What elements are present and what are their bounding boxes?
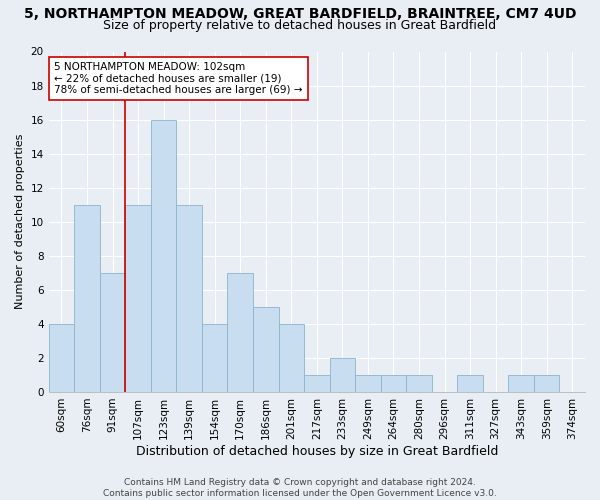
Bar	[125, 204, 151, 392]
Bar	[457, 375, 483, 392]
Bar	[74, 204, 100, 392]
Text: 5, NORTHAMPTON MEADOW, GREAT BARDFIELD, BRAINTREE, CM7 4UD: 5, NORTHAMPTON MEADOW, GREAT BARDFIELD, …	[24, 8, 576, 22]
Bar	[202, 324, 227, 392]
Bar	[534, 375, 559, 392]
Y-axis label: Number of detached properties: Number of detached properties	[15, 134, 25, 310]
Bar	[355, 375, 380, 392]
Bar	[151, 120, 176, 392]
Bar	[278, 324, 304, 392]
Bar	[227, 273, 253, 392]
X-axis label: Distribution of detached houses by size in Great Bardfield: Distribution of detached houses by size …	[136, 444, 498, 458]
Text: Contains HM Land Registry data © Crown copyright and database right 2024.
Contai: Contains HM Land Registry data © Crown c…	[103, 478, 497, 498]
Bar	[304, 375, 329, 392]
Bar	[329, 358, 355, 392]
Bar	[406, 375, 432, 392]
Bar	[176, 204, 202, 392]
Bar	[49, 324, 74, 392]
Bar	[253, 307, 278, 392]
Bar	[380, 375, 406, 392]
Text: Size of property relative to detached houses in Great Bardfield: Size of property relative to detached ho…	[103, 19, 497, 32]
Bar	[100, 273, 125, 392]
Bar	[508, 375, 534, 392]
Text: 5 NORTHAMPTON MEADOW: 102sqm
← 22% of detached houses are smaller (19)
78% of se: 5 NORTHAMPTON MEADOW: 102sqm ← 22% of de…	[54, 62, 302, 95]
